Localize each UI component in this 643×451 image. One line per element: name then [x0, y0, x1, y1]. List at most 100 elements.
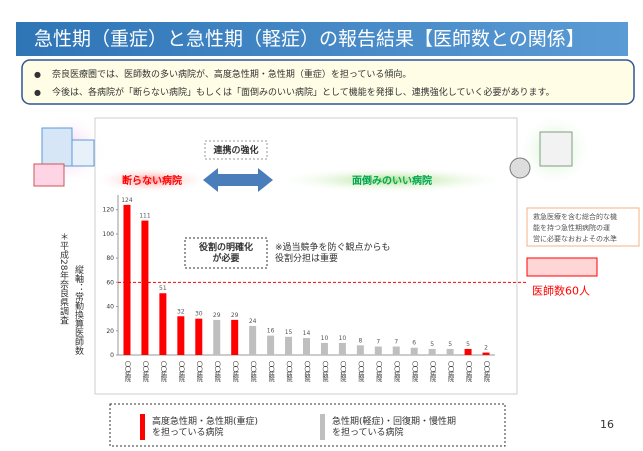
value-label: 111 [139, 213, 151, 220]
bar [177, 316, 185, 355]
bullet: 今後は、各病院が「断らない病院」もしくは「面倒みのいい病院」として機能を発揮し、… [52, 86, 555, 98]
bar [231, 319, 239, 355]
note-box [526, 207, 640, 247]
ellipse [272, 167, 512, 193]
title-bar [16, 22, 628, 56]
ambulance-icon [33, 163, 65, 187]
bar [338, 342, 346, 355]
bullet-box [21, 59, 635, 105]
value-label: 6 [412, 340, 416, 347]
x-tick-label: 〇〇病院 [267, 361, 274, 383]
wheelchair-icon [509, 157, 531, 179]
x-tick-label: 〇〇病院 [303, 361, 310, 383]
bar [410, 347, 418, 355]
bar [141, 220, 149, 355]
note-box [184, 237, 268, 269]
legend-swatch [320, 414, 325, 440]
value-label: 15 [285, 329, 293, 336]
value-label: 29 [231, 312, 239, 319]
note: 役割の明確化が必要 [198, 241, 253, 264]
bar [123, 204, 131, 355]
value-label: 16 [267, 328, 275, 335]
x-tick-label: 〇〇病院 [429, 361, 436, 383]
x-tick-label: 〇〇病院 [321, 361, 328, 383]
y-tick-label: 80 [106, 255, 114, 262]
x-tick-label: 〇〇病院 [249, 361, 256, 383]
y-tick-label: 20 [106, 328, 114, 335]
bar [428, 348, 436, 355]
value-label: 14 [303, 330, 311, 337]
bar [249, 325, 257, 355]
note: 面倒みのいい病院 [352, 174, 432, 187]
x-tick-label: 〇〇病院 [159, 361, 166, 383]
value-label: 7 [394, 339, 398, 346]
x-tick-label: 〇〇病院 [195, 361, 202, 383]
note-box [526, 257, 598, 277]
bar [482, 352, 490, 355]
bar [320, 342, 328, 355]
note-box [204, 140, 268, 160]
hospital-icon [539, 131, 573, 167]
note: ※過当競争を防ぐ観点からも役割分担は重要 [275, 241, 391, 264]
note: 縦軸：常勤換算医師数 [73, 264, 84, 356]
x-tick-label: 〇〇病院 [123, 361, 130, 383]
value-label: 24 [249, 318, 257, 325]
x-tick-label: 〇〇病院 [213, 361, 220, 383]
value-label: 7 [376, 339, 380, 346]
value-label: 32 [177, 308, 185, 315]
y-tick-label: 60 [106, 279, 114, 286]
x-tick-label: 〇〇病院 [483, 361, 490, 383]
x-tick-label: 〇〇病院 [411, 361, 418, 383]
x-tick-label: 〇〇病院 [357, 361, 364, 383]
hospital-icon [41, 127, 73, 167]
title: 急性期（重症）と急性期（軽症）の報告結果【医師数との関係】 [34, 28, 585, 50]
bar [374, 346, 382, 355]
page-number: 16 [600, 418, 614, 431]
bar [213, 319, 221, 355]
x-tick-label: 〇〇病院 [447, 361, 454, 383]
hospital-icon [71, 139, 95, 167]
note: 高度急性期・急性期(重症)を担っている病院 [152, 415, 258, 438]
reference-label: 医師数60人 [532, 284, 590, 297]
bullet: 奈良医療圏では、医師数の多い病院が、高度急性期・急性期（重症）を担っている傾向。 [52, 68, 411, 80]
value-label: 8 [358, 337, 362, 344]
legend-swatch [140, 414, 145, 440]
bar [446, 348, 454, 355]
bar [267, 335, 275, 355]
value-label: 5 [466, 341, 470, 348]
value-label: 10 [321, 335, 329, 342]
bar [285, 336, 293, 355]
bar [356, 345, 364, 355]
y-tick-label: 120 [103, 207, 115, 214]
arrow [203, 168, 273, 192]
x-tick-label: 〇〇病院 [177, 361, 184, 383]
bar [392, 346, 400, 355]
x-tick-label: 〇〇病院 [375, 361, 382, 383]
note: 断らない病院 [122, 174, 182, 187]
value-label: 5 [448, 341, 452, 348]
x-tick-label: 〇〇病院 [393, 361, 400, 383]
value-label: 10 [339, 335, 347, 342]
x-tick-label: 〇〇病院 [141, 361, 148, 383]
bullet-dot: ● [34, 88, 41, 97]
bullet-dot: ● [34, 70, 41, 79]
bar [195, 318, 203, 355]
value-label: 124 [121, 197, 133, 204]
value-label: 29 [213, 312, 221, 319]
x-tick-label: 〇〇病院 [465, 361, 472, 383]
y-tick-label: 40 [106, 304, 114, 311]
legend-box [109, 403, 506, 447]
bar [303, 338, 310, 355]
value-label: 51 [159, 285, 167, 292]
note: 急性期(軽症)・回復期・慢性期を担っている病院 [332, 415, 456, 438]
x-tick-label: 〇〇病院 [231, 361, 238, 383]
bar [464, 348, 472, 355]
note: ＊平成28年奈良県調査 [58, 232, 69, 324]
y-tick-label: 0 [110, 352, 114, 359]
y-tick-label: 100 [103, 231, 115, 238]
value-label: 30 [195, 311, 203, 318]
x-tick-label: 〇〇病院 [285, 361, 292, 383]
x-tick-label: 〇〇病院 [339, 361, 346, 383]
note: 救急医療を含む総合的な機能を持つ急性期病院の運営に必要なおおよその水準 [533, 212, 617, 243]
